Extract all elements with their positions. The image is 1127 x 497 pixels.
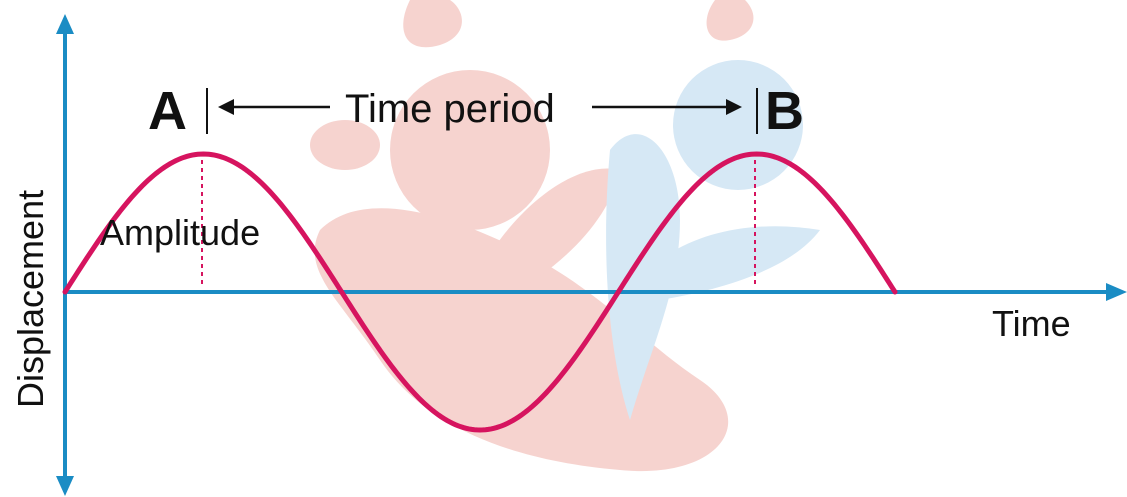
watermark-red-swirl-top: [403, 0, 462, 48]
watermark-red-leaf: [480, 168, 620, 300]
watermark-blue-stem: [606, 134, 680, 420]
y-axis-arrow-up-icon: [56, 14, 74, 34]
time-period-label: Time period: [345, 87, 555, 131]
displacement-wave-curve: [62, 151, 898, 433]
watermark-red-bow: [310, 120, 380, 170]
amplitude-label: Amplitude: [100, 212, 260, 253]
axes: [56, 14, 1127, 496]
point-b-label: B: [765, 81, 804, 141]
watermark-red-head: [390, 70, 550, 230]
y-axis-arrow-down-icon: [56, 476, 74, 496]
watermark-blue-leaf: [660, 226, 820, 300]
x-axis-arrow-right-icon: [1106, 283, 1127, 301]
watermark-red-swirl-top-right: [706, 0, 754, 41]
point-a-label: A: [148, 81, 187, 141]
arrow-right-icon: [726, 99, 742, 115]
watermark-logo: [310, 0, 820, 472]
x-axis-label: Time: [992, 303, 1071, 344]
watermark-red-body: [314, 208, 729, 472]
arrow-left-icon: [218, 99, 234, 115]
y-axis-label: Displacement: [10, 190, 51, 408]
